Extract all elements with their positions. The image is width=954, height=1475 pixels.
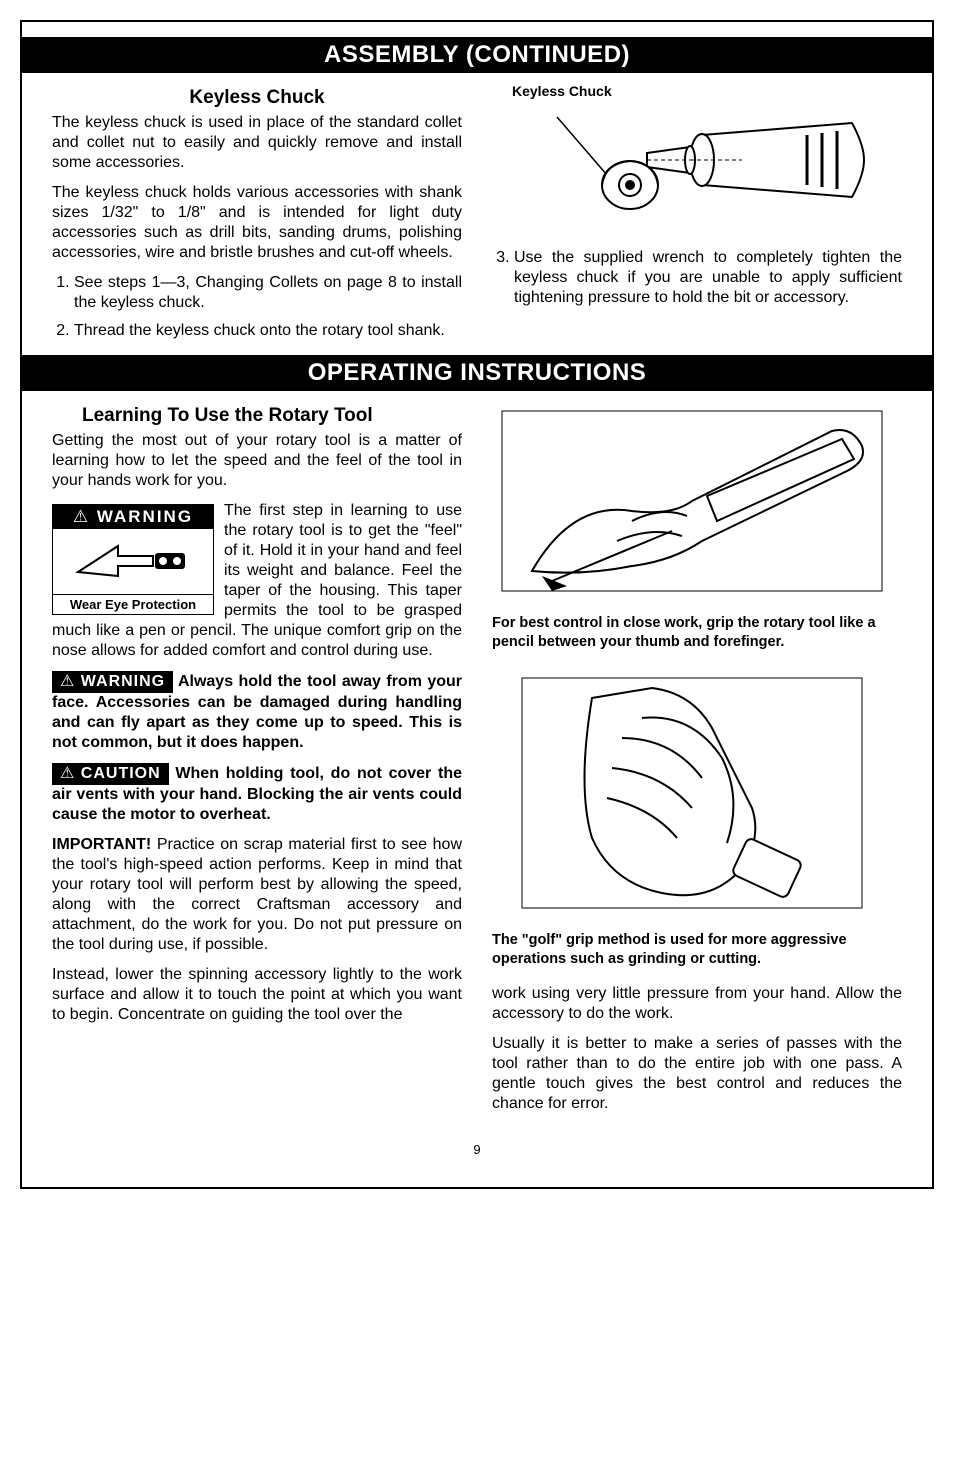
golf-grip-illustration: [492, 668, 892, 918]
operating-left-col: Learning To Use the Rotary Tool Getting …: [52, 401, 462, 1124]
step-2: Thread the keyless chuck onto the rotary…: [74, 321, 462, 341]
pencil-grip-caption: For best control in close work, grip the…: [492, 614, 902, 652]
important-text: Practice on scrap material first to see …: [52, 836, 462, 953]
step-3: Use the supplied wrench to completely ti…: [514, 248, 902, 308]
warning-box-top: WARNING: [53, 505, 213, 529]
page-number: 9: [52, 1142, 902, 1157]
keyless-chuck-figure: Keyless Chuck: [492, 83, 902, 240]
assembly-right-col: Keyless Chuck: [492, 83, 902, 349]
keyless-chuck-steps-right: Use the supplied wrench to completely ti…: [492, 248, 902, 308]
learning-heading: Learning To Use the Rotary Tool: [52, 405, 462, 427]
warning-box-icon: [53, 529, 213, 594]
assembly-columns: Keyless Chuck The keyless chuck is used …: [52, 83, 902, 349]
warning-wrap-block: WARNING Wear Eye Protection The first st…: [52, 501, 462, 671]
step-1: See steps 1—3, Changing Collets on page …: [74, 273, 462, 313]
operating-columns: Learning To Use the Rotary Tool Getting …: [52, 401, 902, 1124]
keyless-chuck-fig-label: Keyless Chuck: [512, 83, 902, 99]
eye-protection-warning-box: WARNING Wear Eye Protection: [52, 504, 214, 615]
warning-inline-1: WARNING Always hold the tool away from y…: [52, 671, 462, 753]
learning-p1: Getting the most out of your rotary tool…: [52, 431, 462, 491]
caution-label-2: CAUTION: [52, 763, 169, 785]
keyless-chuck-heading: Keyless Chuck: [52, 87, 462, 109]
pencil-grip-figure: [492, 401, 902, 606]
golf-grip-figure: [492, 668, 902, 923]
keyless-chuck-steps-left: See steps 1—3, Changing Collets on page …: [52, 273, 462, 341]
manual-page: ASSEMBLY (CONTINUED) Keyless Chuck The k…: [20, 20, 934, 1189]
keyless-chuck-illustration: [492, 105, 872, 235]
important-paragraph: IMPORTANT! Practice on scrap material fi…: [52, 835, 462, 955]
learning-p3: Instead, lower the spinning accessory li…: [52, 965, 462, 1025]
pencil-grip-illustration: [492, 401, 892, 601]
operating-header: OPERATING INSTRUCTIONS: [22, 355, 932, 391]
warning-label-1: WARNING: [52, 671, 173, 693]
operating-p5: Usually it is better to make a series of…: [492, 1034, 902, 1114]
golf-grip-caption: The "golf" grip method is used for more …: [492, 931, 902, 969]
caution-inline-2: CAUTION When holding tool, do not cover …: [52, 763, 462, 825]
keyless-chuck-p1: The keyless chuck is used in place of th…: [52, 113, 462, 173]
important-label: IMPORTANT!: [52, 836, 151, 853]
assembly-header: ASSEMBLY (CONTINUED): [22, 37, 932, 73]
operating-p4: work using very little pressure from you…: [492, 984, 902, 1024]
operating-right-col: For best control in close work, grip the…: [492, 401, 902, 1124]
assembly-left-col: Keyless Chuck The keyless chuck is used …: [52, 83, 462, 349]
keyless-chuck-p2: The keyless chuck holds various accessor…: [52, 183, 462, 263]
warning-box-bottom: Wear Eye Protection: [53, 594, 213, 614]
